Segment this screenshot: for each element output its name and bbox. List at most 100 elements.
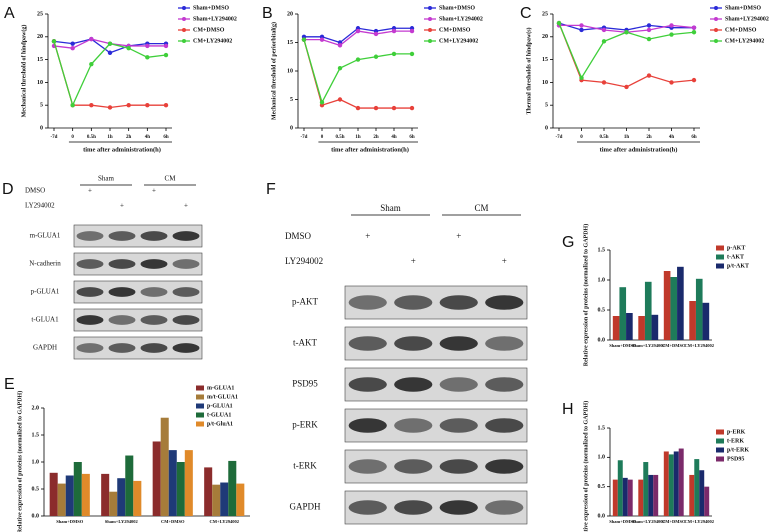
- x-tick-label: 1h: [107, 135, 113, 140]
- data-point: [337, 65, 343, 71]
- bar: [236, 483, 245, 516]
- blot-band: [108, 287, 136, 297]
- panel-letter: E: [4, 376, 15, 393]
- bar: [663, 451, 669, 516]
- bar: [160, 417, 169, 516]
- blot-band: [172, 343, 200, 353]
- blot-band: [485, 459, 524, 474]
- y-tick-label: 10: [37, 80, 43, 86]
- y-tick-label: 20: [37, 34, 43, 40]
- blot-band: [140, 315, 168, 325]
- panel-letter: F: [266, 181, 276, 198]
- bar: [109, 491, 118, 516]
- bar: [220, 482, 229, 516]
- x-tick-label: 2h: [646, 135, 652, 140]
- treatment-sign: +: [411, 256, 416, 266]
- blot-band: [394, 459, 433, 474]
- legend-marker: [428, 6, 432, 10]
- data-point: [669, 80, 674, 85]
- data-point: [669, 32, 674, 37]
- panel-letter: B: [262, 5, 273, 22]
- bar: [57, 483, 66, 516]
- legend-label: p/t-AKT: [727, 263, 749, 269]
- y-tick-label: 20: [542, 34, 548, 40]
- y-tick-label: 0.5: [598, 307, 606, 313]
- data-point: [145, 43, 150, 49]
- data-point: [301, 37, 307, 42]
- x-tick-label: CM+DMSO: [662, 343, 686, 348]
- data-point: [391, 105, 397, 111]
- y-tick-label: 5: [545, 103, 548, 109]
- blot-band: [76, 231, 104, 241]
- x-tick-label: 6h: [409, 135, 415, 140]
- bar: [176, 462, 185, 516]
- bar: [678, 448, 684, 516]
- x-tick-label: 4h: [669, 135, 675, 140]
- legend-swatch: [196, 421, 204, 427]
- legend-swatch: [716, 245, 724, 251]
- legend-label: m/t-GLUA1: [207, 394, 238, 400]
- data-point: [624, 84, 629, 90]
- blot-band: [108, 259, 136, 269]
- blot-strip: [344, 449, 528, 484]
- x-tick-label: -7d: [51, 135, 58, 140]
- blot-band: [439, 336, 478, 351]
- bar: [644, 281, 652, 340]
- y-axis-label: Relative expression of proteins (normali…: [582, 224, 589, 366]
- legend-swatch: [716, 429, 724, 435]
- blot-band: [140, 259, 168, 269]
- band-label: N-cadherin: [29, 260, 61, 268]
- bar: [694, 459, 700, 516]
- legend-label: Sham+DMSO: [725, 5, 761, 11]
- data-point: [126, 103, 131, 108]
- y-tick-label: 25: [37, 11, 43, 17]
- x-tick-label: Sham+LY294002: [632, 519, 666, 524]
- bar: [673, 451, 679, 516]
- bar: [627, 479, 633, 516]
- legend-label: p/t-ERK: [727, 447, 749, 453]
- bar: [101, 473, 110, 516]
- treatment-sign: +: [184, 202, 188, 210]
- legend-label: CM+DMSO: [725, 27, 757, 33]
- x-tick-label: 0.5h: [87, 135, 96, 140]
- blot-strip: [73, 252, 203, 276]
- blot-band: [348, 336, 387, 351]
- legend-label: p-ERK: [727, 429, 746, 435]
- x-tick-label: -7d: [556, 135, 563, 140]
- legend-swatch: [716, 263, 724, 269]
- x-tick-label: 4h: [145, 135, 151, 140]
- series-line: [303, 39, 412, 105]
- legend-label: CM+DMSO: [439, 27, 471, 33]
- y-tick-label: 0.0: [32, 513, 40, 519]
- bar: [619, 287, 627, 340]
- blot-band: [485, 377, 524, 392]
- blot-strip: [73, 224, 203, 248]
- data-point: [409, 105, 415, 111]
- group-label: Sham: [98, 175, 115, 183]
- y-tick-label: 0.5: [598, 484, 606, 490]
- legend-swatch: [196, 412, 204, 418]
- data-point: [70, 41, 75, 46]
- blot-band: [140, 231, 168, 241]
- data-point: [579, 75, 584, 81]
- x-tick-label: 1h: [355, 135, 361, 140]
- blot-band: [140, 287, 168, 297]
- x-tick-label: 4h: [391, 135, 397, 140]
- legend-label: CM+LY294002: [193, 38, 232, 44]
- bar: [184, 450, 193, 516]
- panel-letter: A: [4, 5, 15, 22]
- blot-band: [348, 418, 387, 433]
- x-tick-label: Sham+DMSO: [609, 343, 637, 348]
- legend-label: t-ERK: [727, 438, 744, 444]
- legend-marker: [714, 28, 718, 32]
- y-tick-label: 0.0: [598, 513, 606, 519]
- blot-band: [76, 315, 104, 325]
- legend-marker: [428, 28, 432, 32]
- bar: [204, 467, 213, 516]
- legend-label: Sham+LY294002: [193, 16, 237, 22]
- bar: [133, 480, 142, 516]
- data-point: [409, 51, 415, 57]
- bar: [638, 316, 645, 340]
- bar: [49, 472, 58, 516]
